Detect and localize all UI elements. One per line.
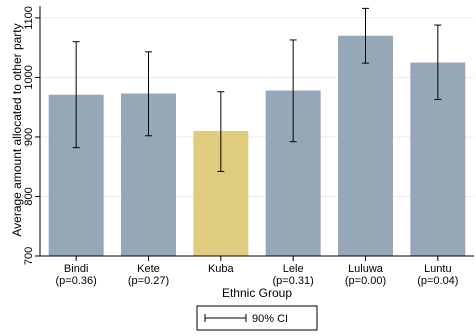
x-tick-pvalue-luntu: (p=0.04) [417, 275, 458, 287]
y-tick-label-1000: 1000 [23, 65, 35, 89]
x-tick-label-kuba: Kuba [208, 263, 235, 275]
plot-area [40, 6, 474, 256]
y-tick-label-900: 900 [23, 128, 35, 146]
x-tick-label-kete: Kete [137, 263, 160, 275]
y-tick-label-1100: 1100 [23, 6, 35, 30]
legend-box [196, 305, 318, 331]
x-axis-title: Ethnic Group [222, 286, 292, 300]
y-tick-label-800: 800 [23, 187, 35, 205]
x-tick-label-bindi: Bindi [64, 263, 88, 275]
x-tick-label-luntu: Luntu [424, 263, 452, 275]
y-axis-title: Average amount allocated to other party [10, 23, 24, 236]
y-tick-label-700: 700 [23, 247, 35, 265]
gridlines [40, 6, 474, 256]
x-tick-pvalue-kete: (p=0.27) [128, 275, 169, 287]
confidence-intervals [72, 7, 442, 172]
legend: 90% CI [196, 305, 318, 331]
x-tick-label-luluwa: Luluwa [348, 263, 384, 275]
legend-label: 90% CI [252, 313, 288, 325]
x-tick-pvalue-lele: (p=0.31) [273, 275, 314, 287]
x-tick-pvalue-bindi: (p=0.36) [56, 275, 97, 287]
axes: 700 800 900 1000 1100 Bindi(p=0.36) Kete(p=0.2… [23, 6, 474, 287]
bar-luluwa [338, 35, 393, 257]
x-tick-label-lele: Lele [283, 263, 304, 275]
x-tick-pvalue-luluwa: (p=0.00) [345, 275, 386, 287]
